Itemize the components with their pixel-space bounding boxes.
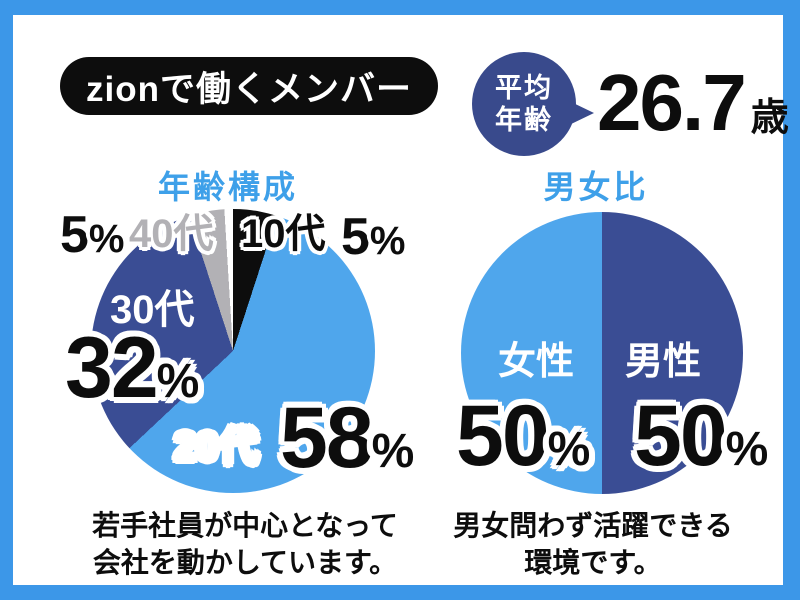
gender-male-value-label: 50% (634, 393, 769, 479)
age-chart-header: 年齢構成 (157, 169, 298, 205)
average-age-badge: 平均 年齢 (472, 52, 576, 156)
gender-caption-line2: 環境です。 (524, 547, 662, 578)
gender-chart-caption: 男女問わず活躍できる 環境です。 (423, 507, 763, 581)
title-pill: zionで働くメンバー (60, 57, 438, 115)
percent-sign: % (369, 219, 406, 263)
page-title: zionで働くメンバー (86, 69, 412, 109)
page-canvas: zionで働くメンバー 平均 年齢 26.7 歳 年齢構成 男女比 5% 40代 … (13, 15, 789, 585)
age-pie-chart (91, 209, 375, 493)
age-40s-value-label: 5% (60, 209, 125, 261)
gender-male-value: 50 (634, 388, 728, 484)
average-age-value: 26.7 (597, 58, 747, 147)
gender-female-label: 女性 (498, 341, 575, 383)
gender-male-label: 男性 (625, 341, 702, 383)
percent-sign: % (156, 355, 200, 408)
age-10s-value-label: 5% (341, 211, 406, 263)
age-20s-label: 20代 (174, 425, 259, 469)
gender-caption-line1: 男女問わず活躍できる (453, 510, 733, 541)
age-20s-value-label: 58% (280, 395, 415, 481)
percent-sign: % (547, 423, 591, 476)
age-20s-value: 58 (280, 390, 374, 486)
average-age-badge-line1: 平均 (495, 72, 553, 103)
average-age-value-group: 26.7 歳 (597, 63, 789, 143)
gender-female-value-label: 50% (456, 393, 591, 479)
age-chart-caption: 若手社員が中心となって 会社を動かしています。 (75, 507, 415, 581)
age-10s-value: 5 (341, 208, 370, 266)
average-age-unit: 歳 (750, 97, 789, 139)
age-40s-label: 40代 (129, 212, 214, 256)
percent-sign: % (725, 423, 769, 476)
average-age-badge-line2: 年齢 (495, 105, 553, 135)
percent-sign: % (371, 425, 415, 478)
percent-sign: % (88, 217, 125, 261)
gender-female-value: 50 (456, 388, 550, 484)
gender-pie-chart (461, 212, 743, 494)
gender-chart-header: 男女比 (543, 169, 649, 205)
age-30s-value-label: 32% (65, 325, 200, 411)
speech-bubble-pointer-icon (567, 100, 594, 126)
age-40s-value: 5 (60, 206, 89, 264)
age-30s-label: 30代 (110, 288, 195, 332)
age-10s-label: 10代 (241, 212, 326, 256)
age-caption-line2: 会社を動かしています。 (92, 547, 398, 578)
age-caption-line1: 若手社員が中心となって (92, 510, 398, 541)
age-30s-value: 32 (65, 320, 159, 416)
